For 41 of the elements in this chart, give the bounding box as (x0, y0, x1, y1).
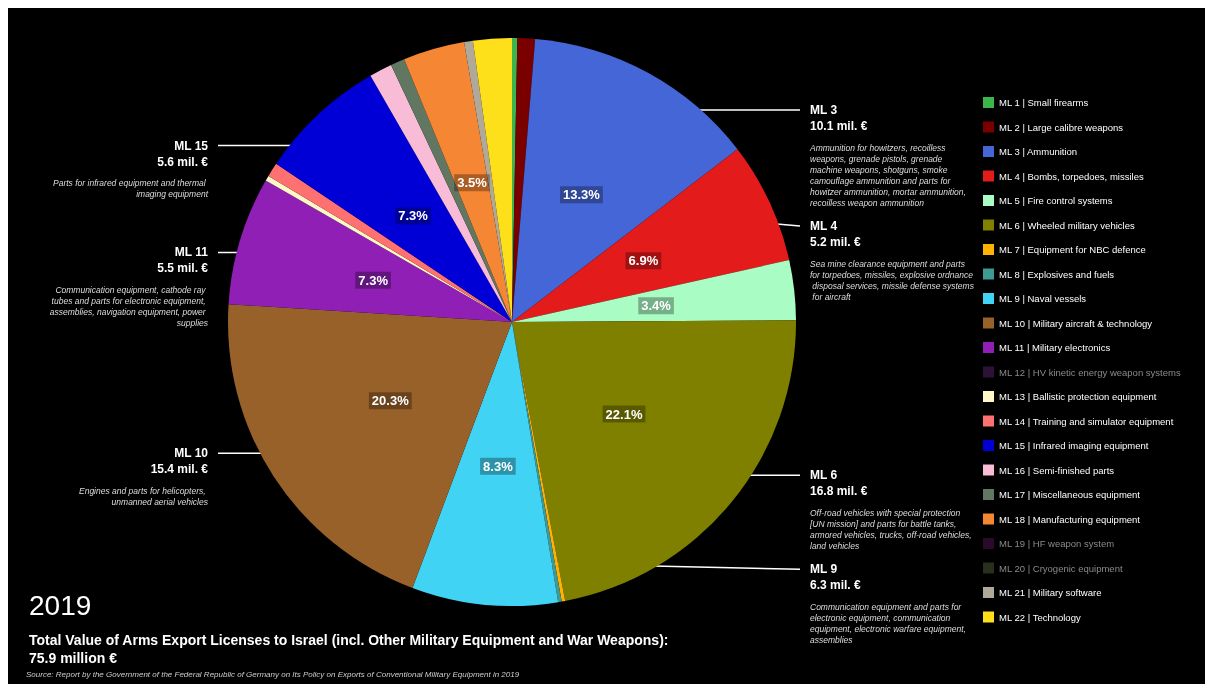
text: ML 9 6.3 mil. € Communication equipment and parts for electronic equipment, communication equipment, electronic warfare equipment, assemblies (810, 562, 966, 645)
data-label: 6.9% (628, 253, 659, 269)
legend-label: ML 19 | HF weapon system (999, 538, 1115, 549)
legend-label: ML 18 | Manufacturing equipment (999, 513, 1141, 525)
legend-label: ML 12 | HV kinetic energy weapon systems (999, 366, 1181, 378)
legend-label: ML 13 | Ballistic protection equipment (999, 391, 1157, 402)
text: ML 15 5.6 mil. € Parts for infrared equipment and thermal imaging equipment (53, 138, 208, 200)
text: Total Value of Arms Export Licenses to Israel (incl. Other Military Equipment and War Weapons): 75.9 million € (29, 632, 669, 666)
legend-label: ML 4 | Bombs, torpedoes, missiles (999, 170, 1144, 182)
source-note: Source: Report by the Government of the Federal Republic of Germany on Its Policy on Exports of Conventional Military Equipment in 2019 (26, 669, 520, 679)
legend-label: ML 21 | Military software (999, 587, 1102, 598)
legend-label: ML 14 | Training and simulator equipment (999, 415, 1174, 427)
text: ML 6 16.8 mil. € Off-road vehicles with special protection [UN mission] and parts for battle tanks, armored vehicles, trucks, off-road vehicles, land vehicles (810, 468, 972, 551)
legend-label: ML 9 | Naval vessels (999, 293, 1087, 304)
legend-label: ML 6 | Wheeled military vehicles (999, 219, 1135, 231)
data-label: 3.5% (457, 175, 488, 191)
data-label: 7.3% (358, 272, 389, 288)
legend-label: ML 11 | Military electronics (999, 342, 1111, 353)
legend-label: ML 10 | Military aircraft & technology (999, 317, 1153, 329)
legend-label: ML 20 | Cryogenic equipment (999, 562, 1123, 574)
data-label: 20.3% (371, 393, 410, 409)
text: ML 3 10.1 mil. € Ammunition for howitzers, recoilless weapons, grenade pistols, grenade machine weapons, shotguns, smoke camouflage ammunition and parts for howitzer ammunition, mortar ammunition, recoilless weapon ammunition (810, 103, 966, 208)
text: 2019 (29, 589, 92, 621)
data-label: 22.1% (605, 406, 643, 422)
legend-label: ML 8 | Explosives and fuels (999, 268, 1115, 280)
legend-label: ML 2 | Large calibre weapons (999, 121, 1124, 133)
legend-label: ML 3 | Ammunition (999, 146, 1078, 157)
legend-label: ML 1 | Small firearms (999, 97, 1089, 108)
legend-label: ML 5 | Fire control systems (999, 195, 1113, 206)
legend-label: ML 16 | Semi-finished parts (999, 464, 1115, 476)
text: ML 11 5.5 mil. € Communication equipment, cathode ray tubes and parts for electronic equipment, assemblies, navigation equipment, power supplies (49, 245, 208, 328)
data-label: 13.3% (563, 187, 601, 203)
legend-label: ML 17 | Miscellaneous equipment (999, 489, 1141, 500)
data-label: 8.3% (483, 458, 514, 474)
data-label: 3.4% (641, 298, 672, 314)
text: ML 10 15.4 mil. € Engines and parts for helicopters, unmanned aerial vehicles (79, 446, 208, 507)
text: ML 4 5.2 mil. € Sea mine clearance equipment and parts for torpedoes, missiles, explosive ordnance disposal services, missile defense systems for aircraft (810, 219, 974, 302)
legend-label: ML 22 | Technology (999, 611, 1081, 623)
legend-label: ML 15 | Infrared imaging equipment (999, 440, 1149, 451)
legend-label: ML 7 | Equipment for NBC defence (999, 244, 1146, 255)
data-label: 7.3% (398, 208, 429, 224)
